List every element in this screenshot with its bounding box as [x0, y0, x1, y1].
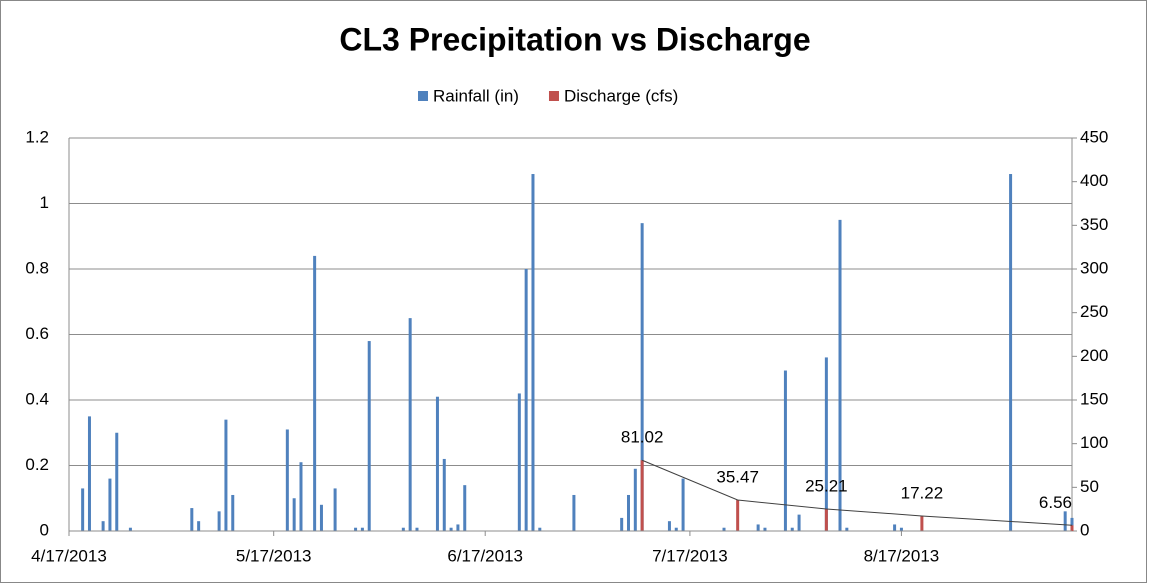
bar: [640, 223, 644, 531]
bar: [81, 488, 85, 531]
bar: [360, 527, 364, 531]
bar: [899, 527, 903, 531]
bar: [442, 458, 446, 531]
bar: [783, 370, 787, 531]
data-label: 25.21: [805, 476, 848, 495]
bar: [920, 515, 924, 531]
bar: [824, 508, 828, 531]
bar: [401, 527, 405, 531]
y2-tick-label: 350: [1080, 215, 1108, 234]
bar: [367, 341, 371, 531]
legend-label: Rainfall (in): [433, 86, 519, 105]
bar: [217, 511, 221, 531]
bar: [449, 527, 453, 531]
y2-tick-label: 400: [1080, 171, 1108, 190]
legend-swatch: [418, 91, 428, 101]
bar: [190, 508, 194, 531]
y-tick-label: 1.2: [25, 127, 49, 146]
bar: [115, 432, 119, 531]
bar: [101, 521, 105, 531]
bar: [354, 527, 358, 531]
bar: [108, 478, 112, 531]
data-label: 6.56: [1039, 493, 1072, 512]
data-label: 35.47: [716, 468, 759, 487]
y-tick-label: 0.2: [25, 455, 49, 474]
bar: [736, 500, 740, 531]
bar: [722, 527, 726, 531]
bar: [845, 527, 849, 531]
bar: [790, 527, 794, 531]
bar: [797, 514, 801, 531]
bar: [824, 357, 828, 531]
y-tick-label: 0.8: [25, 258, 49, 277]
bar: [893, 524, 897, 531]
x-tick-label: 5/17/2013: [236, 546, 312, 565]
bar: [1070, 525, 1074, 531]
y2-tick-label: 450: [1080, 127, 1108, 146]
bar: [299, 462, 303, 531]
bar: [1009, 174, 1013, 531]
bar: [231, 494, 235, 531]
data-label: 81.02: [621, 428, 664, 447]
bar: [463, 485, 467, 531]
bar: [756, 524, 760, 531]
discharge-line: [641, 459, 1073, 526]
bar: [285, 429, 289, 531]
bar: [531, 174, 535, 531]
bar: [1070, 517, 1074, 531]
bar: [517, 393, 521, 531]
bar: [128, 527, 132, 531]
y-tick-label: 1: [40, 193, 49, 212]
bar: [620, 517, 624, 531]
bar: [667, 521, 671, 531]
y2-tick-label: 200: [1080, 346, 1108, 365]
y-tick-label: 0.4: [25, 389, 49, 408]
bar: [626, 494, 630, 531]
x-tick-label: 6/17/2013: [447, 546, 523, 565]
y-tick-label: 0.6: [25, 324, 49, 343]
y2-tick-label: 0: [1080, 520, 1089, 539]
y2-tick-label: 150: [1080, 389, 1108, 408]
bar: [674, 527, 678, 531]
bar: [87, 416, 91, 531]
bar: [456, 524, 460, 531]
bar: [681, 478, 685, 531]
y2-tick-label: 300: [1080, 258, 1108, 277]
bar: [1063, 511, 1067, 531]
legend-swatch: [548, 91, 559, 101]
bar: [640, 460, 644, 531]
x-tick-label: 7/17/2013: [652, 546, 728, 565]
bar: [319, 504, 323, 531]
bar: [572, 494, 576, 531]
bar: [408, 318, 412, 531]
bar: [333, 488, 337, 531]
legend-label: Discharge (cfs): [564, 86, 678, 105]
bar: [292, 498, 296, 531]
bar: [313, 255, 317, 531]
bar: [197, 521, 201, 531]
data-label: 17.22: [901, 483, 944, 502]
bar: [224, 419, 228, 531]
bar: [538, 527, 542, 531]
bar: [838, 219, 842, 531]
x-tick-label: 4/17/2013: [31, 546, 107, 565]
bar: [435, 396, 439, 531]
bar: [633, 468, 637, 531]
bar: [415, 527, 419, 531]
chart-title: CL3 Precipitation vs Discharge: [339, 21, 810, 57]
bar: [763, 527, 767, 531]
y2-tick-label: 250: [1080, 302, 1108, 321]
y2-tick-label: 100: [1080, 433, 1108, 452]
y2-tick-label: 50: [1080, 477, 1099, 496]
bar: [524, 269, 528, 531]
x-tick-label: 8/17/2013: [864, 546, 940, 565]
y-tick-label: 0: [40, 520, 49, 539]
